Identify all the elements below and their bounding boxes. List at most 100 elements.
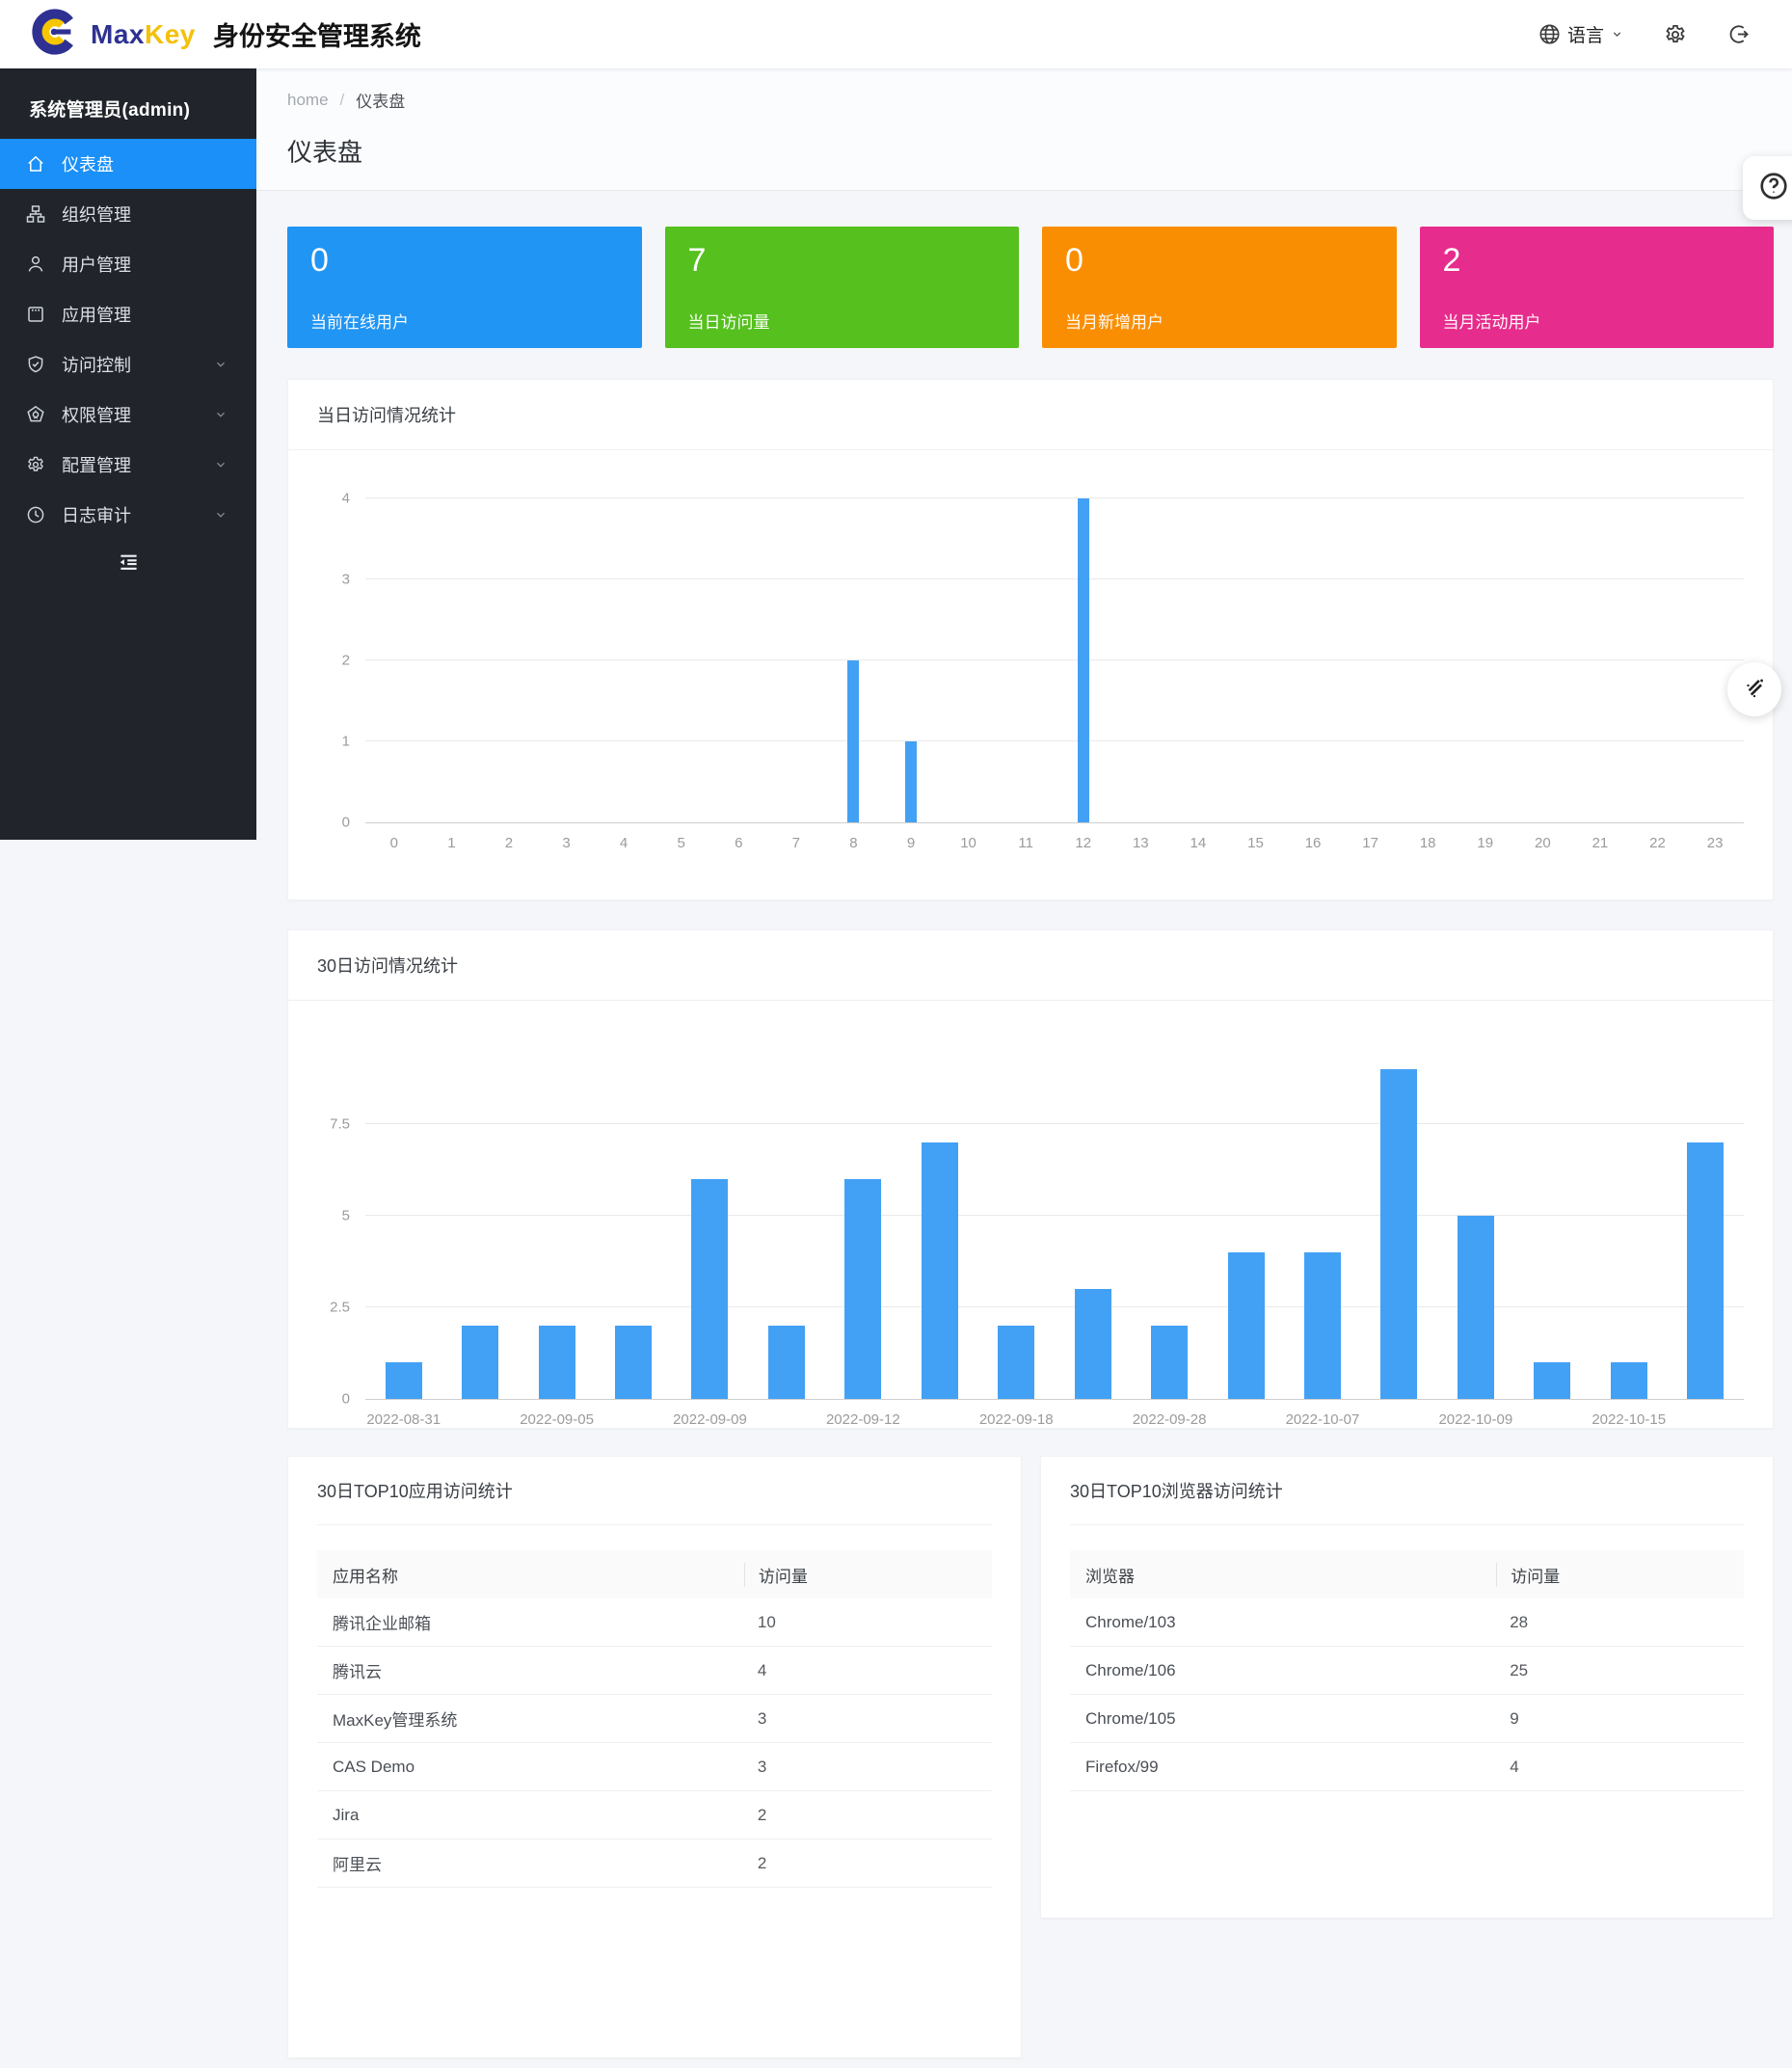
tables-row: 30日TOP10应用访问统计 应用名称 访问量腾讯企业邮箱 10 腾讯云 4 MaxKey… bbox=[287, 1456, 1774, 2058]
x-axis-tick-label: 2022-09-05 bbox=[520, 1411, 594, 1428]
home-icon bbox=[26, 154, 45, 174]
menu-fold-icon bbox=[117, 551, 141, 579]
table-row: 腾讯企业邮箱 10 bbox=[317, 1598, 992, 1647]
bar-slot bbox=[978, 1041, 1055, 1399]
gridline bbox=[365, 578, 1744, 579]
breadcrumb-home[interactable]: home bbox=[287, 90, 329, 109]
table-header-row: 应用名称 访问量 bbox=[317, 1550, 992, 1598]
theme-wand-button[interactable] bbox=[1727, 662, 1781, 716]
table-row: CAS Demo 3 bbox=[317, 1743, 992, 1791]
bar bbox=[904, 741, 917, 822]
y-axis-tick-label: 0 bbox=[341, 814, 350, 831]
chart-plot-area: 0 1 2 3 4 bbox=[342, 491, 1744, 831]
table-cell-value: 10 bbox=[757, 1612, 776, 1631]
sidebar-item-home[interactable]: 仪表盘 bbox=[0, 139, 256, 189]
bar-slot bbox=[997, 491, 1055, 822]
sidebar-item-app[interactable]: 应用管理 bbox=[0, 289, 256, 339]
daily-visits-chart-title: 当日访问情况统计 bbox=[288, 380, 1773, 450]
bar bbox=[1303, 1252, 1341, 1399]
sidebar-item-gear[interactable]: 配置管理 bbox=[0, 440, 256, 490]
bar bbox=[1610, 1362, 1647, 1399]
table-row: 阿里云 2 bbox=[317, 1840, 992, 1888]
daily-visits-chart-card: 当日访问情况统计 0 1 2 3 4 0 1 2 3 4 5 6 7 8 9 10 11 12 13 14 15 16 17… bbox=[287, 379, 1774, 900]
bar bbox=[1227, 1252, 1265, 1399]
bar-slot bbox=[441, 1041, 518, 1399]
x-axis-labels: 0 1 2 3 4 5 6 7 8 9 10 11 12 13 14 15 16 17 18 19 20 21 22 23 bbox=[365, 835, 1744, 851]
top10-apps-card: 30日TOP10应用访问统计 应用名称 访问量腾讯企业邮箱 10 腾讯云 4 MaxKey… bbox=[287, 1456, 1022, 2058]
brand-title: MaxKey bbox=[91, 18, 196, 49]
top10-apps-title: 30日TOP10应用访问统计 bbox=[317, 1457, 992, 1525]
x-axis-tick-label bbox=[1361, 1411, 1437, 1428]
breadcrumb-separator: / bbox=[339, 90, 345, 109]
table-header-row: 浏览器 访问量 bbox=[1070, 1550, 1744, 1598]
sidebar: 系统管理员(admin) 仪表盘 组织管理 用户管理 应用管理 访问控制 权限管理 配置管理… bbox=[0, 68, 256, 840]
x-axis-tick-label: 2022-10-15 bbox=[1591, 1411, 1667, 1428]
x-axis-tick-label: 15 bbox=[1247, 835, 1264, 851]
table-row: Firefox/99 4 bbox=[1070, 1743, 1744, 1791]
bar-slot bbox=[1055, 491, 1112, 822]
x-axis-tick-label: 3 bbox=[562, 835, 571, 851]
bar bbox=[691, 1179, 729, 1399]
top10-apps-table: 应用名称 访问量 腾讯企业邮箱 10 腾讯云 4 MaxKey管理系统 3 CAS Demo 3 J… bbox=[317, 1550, 992, 1888]
breadcrumb: home / 仪表盘 bbox=[287, 88, 1792, 112]
bar-slot bbox=[595, 1041, 671, 1399]
table-cell-value: 3 bbox=[757, 1708, 767, 1728]
bar-slot bbox=[653, 491, 710, 822]
sidebar-item-user[interactable]: 用户管理 bbox=[0, 239, 256, 289]
column-header: 应用名称 bbox=[333, 1567, 398, 1586]
stat-cards-row: 0 当前在线用户 7 当日访问量 0 当月新增用户 2 当月活动用户 bbox=[287, 227, 1774, 348]
settings-gear-icon[interactable] bbox=[1664, 23, 1687, 46]
app-header: MaxKey 身份安全管理系统 语言 bbox=[0, 0, 1792, 68]
bar-slot bbox=[1514, 491, 1572, 822]
help-button[interactable] bbox=[1743, 156, 1792, 220]
table-row: 腾讯云 4 bbox=[317, 1647, 992, 1695]
app-icon bbox=[26, 305, 45, 324]
table-cell-value: 4 bbox=[757, 1660, 767, 1679]
monthly-visits-bar-chart: 0 2.5 5 7.5 2022-08-31 2022-09-05 2022-09-09 20… bbox=[330, 1041, 1744, 1428]
y-axis-tick-label: 2.5 bbox=[330, 1299, 350, 1316]
table-cell-name: MaxKey管理系统 bbox=[333, 1711, 458, 1730]
x-axis-tick-label: 20 bbox=[1535, 835, 1551, 851]
shield-icon bbox=[26, 355, 45, 374]
x-axis-tick-label bbox=[1055, 1411, 1131, 1428]
x-axis-tick-label: 17 bbox=[1362, 835, 1378, 851]
x-axis-tick-label: 2022-09-18 bbox=[978, 1411, 1054, 1428]
y-axis-tick-label: 5 bbox=[341, 1207, 350, 1224]
user-icon bbox=[26, 255, 45, 274]
x-axis-tick-label bbox=[1514, 1411, 1591, 1428]
x-axis-labels: 2022-08-31 2022-09-05 2022-09-09 2022-09-12… bbox=[365, 1411, 1744, 1428]
stat-value: 0 bbox=[1065, 242, 1083, 279]
table-cell-name: Chrome/105 bbox=[1085, 1708, 1176, 1728]
sidebar-item-label: 权限管理 bbox=[62, 406, 131, 425]
bar bbox=[385, 1362, 422, 1399]
y-axis-tick-label: 0 bbox=[341, 1390, 350, 1408]
bar bbox=[844, 1179, 882, 1399]
bar-slot bbox=[1284, 491, 1342, 822]
x-axis-tick-label: 18 bbox=[1419, 835, 1436, 851]
sidebar-item-label: 访问控制 bbox=[62, 356, 131, 375]
sidebar-item-shield[interactable]: 访问控制 bbox=[0, 339, 256, 389]
menu-fold-button[interactable] bbox=[0, 540, 256, 590]
bar-slot bbox=[1284, 1041, 1360, 1399]
sidebar-item-label: 仪表盘 bbox=[62, 155, 114, 175]
sidebar-item-clock[interactable]: 日志审计 bbox=[0, 490, 256, 540]
stat-card: 0 当月新增用户 bbox=[1042, 227, 1397, 348]
chevron-down-icon bbox=[214, 358, 227, 371]
x-axis-tick-label: 10 bbox=[960, 835, 976, 851]
x-axis-tick-label: 2022-09-28 bbox=[1132, 1411, 1207, 1428]
logout-icon[interactable] bbox=[1727, 23, 1750, 45]
sidebar-item-permission[interactable]: 权限管理 bbox=[0, 389, 256, 440]
x-axis-tick-label bbox=[1667, 1411, 1743, 1428]
sidebar-item-org[interactable]: 组织管理 bbox=[0, 189, 256, 239]
bar-slot bbox=[901, 1041, 977, 1399]
gridline bbox=[365, 1123, 1744, 1124]
x-axis-tick-label: 6 bbox=[735, 835, 743, 851]
column-header: 访问量 bbox=[743, 1562, 976, 1587]
content-header: home / 仪表盘 仪表盘 bbox=[256, 68, 1792, 191]
language-menu[interactable]: 语言 bbox=[1538, 21, 1623, 47]
monthly-visits-chart-card: 30日访问情况统计 0 2.5 5 7.5 2022-08-31 2022-09-05 20… bbox=[287, 929, 1774, 1429]
x-axis-tick-label bbox=[1208, 1411, 1284, 1428]
bar bbox=[847, 660, 860, 822]
page-title: 仪表盘 bbox=[287, 138, 363, 167]
chart-plot-area: 0 2.5 5 7.5 bbox=[330, 1041, 1744, 1408]
